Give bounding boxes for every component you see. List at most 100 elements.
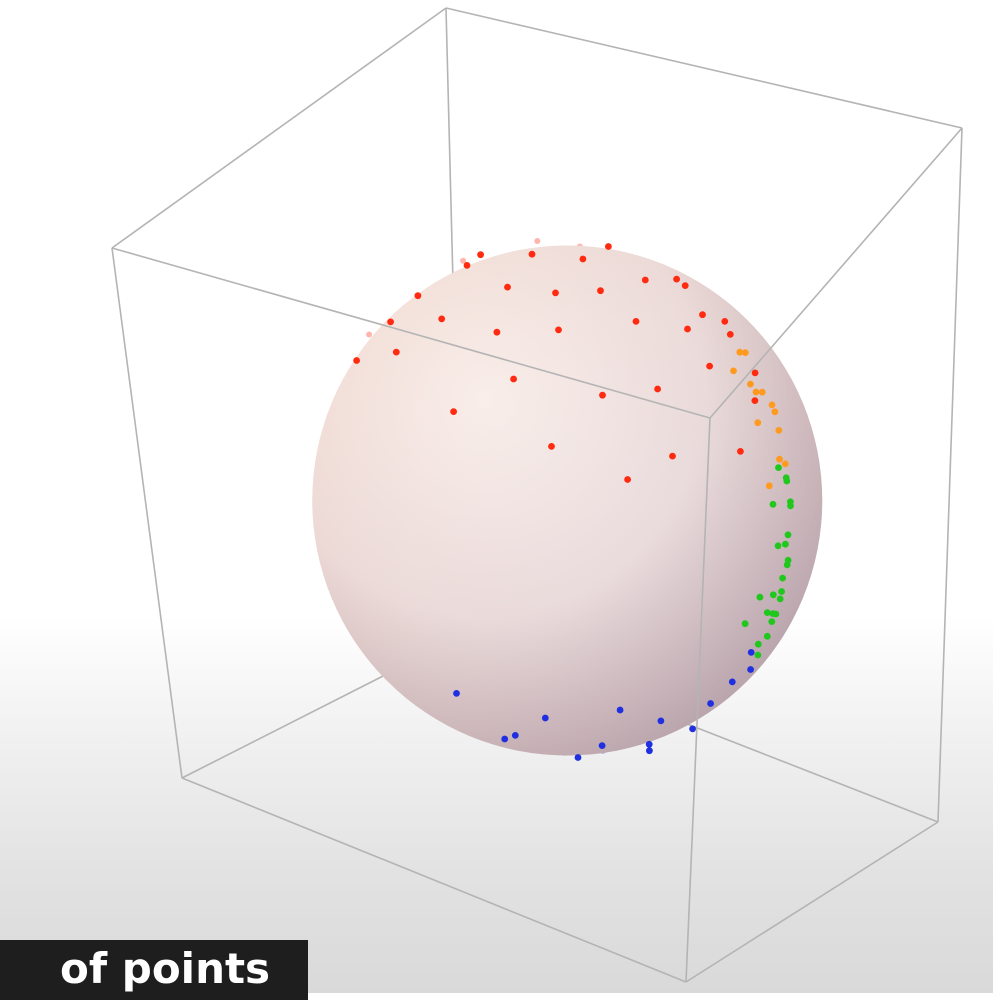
scatter-point [541, 714, 549, 722]
scatter-point [763, 609, 771, 616]
scatter-point [754, 651, 762, 659]
scatter-point [758, 388, 766, 396]
scatter-point [736, 348, 744, 356]
scatter-point [737, 448, 744, 455]
scatter-point [510, 375, 517, 383]
scatter-point [706, 362, 713, 370]
scatter-point [765, 482, 773, 490]
scatter-point [684, 325, 691, 333]
scatter-point [579, 255, 587, 263]
scatter-point [414, 292, 422, 300]
box-edge [111, 7, 447, 249]
scatter-point [730, 367, 737, 375]
box-edge [685, 821, 939, 983]
scatter-point [654, 385, 661, 393]
scatter-point [768, 618, 776, 625]
scatter-point [707, 700, 714, 707]
scatter-point [574, 754, 582, 761]
scatter-point [624, 476, 631, 483]
scatter-point [769, 591, 777, 599]
box-edge [937, 127, 963, 823]
scatter-point [747, 380, 754, 388]
box-edge [709, 127, 963, 419]
scatter-point [741, 349, 749, 356]
scatter-point [771, 408, 779, 416]
scatter-point [493, 328, 501, 336]
box-edge [445, 7, 963, 129]
scatter-point [754, 419, 762, 427]
scatter-point [597, 287, 604, 295]
scatter-point [782, 540, 789, 548]
box-edge [685, 417, 711, 983]
scatter-point [751, 369, 759, 377]
scatter-point [673, 275, 680, 283]
scatter-point [460, 257, 467, 264]
scatter-point [787, 498, 794, 506]
scatter-point [641, 276, 649, 284]
scatter-point [775, 427, 783, 434]
scatter-point [769, 500, 777, 508]
scatter-point [632, 318, 640, 325]
scatter-point [501, 735, 509, 743]
scatter-point [768, 401, 776, 409]
scatter-point [741, 620, 749, 628]
scatter-point [599, 391, 606, 399]
scatter-point [657, 717, 665, 725]
scatter-point [778, 588, 785, 595]
scatter-point [782, 474, 790, 482]
scatter-point [511, 732, 519, 739]
scatter-point [605, 243, 612, 250]
scatter-point [528, 250, 536, 258]
scatter-point [598, 742, 606, 749]
scatter-point [776, 455, 783, 463]
unit-sphere-tint [312, 245, 823, 756]
scatter-point [781, 460, 789, 468]
scatter-point [756, 593, 764, 601]
scatter-point [552, 289, 559, 297]
video-caption: of points [0, 940, 308, 1000]
scatter-point [728, 678, 736, 686]
scatter-point [699, 311, 706, 319]
box-edge [111, 247, 711, 419]
scatter-point [548, 443, 555, 450]
scatter-point [689, 725, 696, 733]
scatter-point [776, 595, 784, 603]
scatter-point [387, 318, 394, 326]
scatter-point [726, 331, 734, 338]
bounding-box-front-edges [111, 127, 963, 983]
scatter-point [504, 283, 511, 291]
scatter-point [779, 574, 786, 582]
scatter-point [754, 640, 762, 648]
scatter-point [763, 632, 771, 640]
scatter-point [477, 251, 484, 259]
scatter-point [366, 331, 373, 338]
scatter-point [646, 747, 653, 755]
scatter-point [752, 388, 760, 396]
scatter-point [534, 238, 541, 244]
scatter-point [769, 610, 777, 617]
scatter-point [775, 464, 782, 471]
scatter-point [453, 690, 460, 697]
scatter-point [353, 357, 360, 364]
points-front-of-sphere [353, 243, 794, 761]
scatter-point [751, 397, 759, 404]
scatter-point [616, 706, 624, 714]
scatter-point [784, 531, 792, 539]
scatter-point [783, 561, 791, 569]
box-edge [181, 777, 687, 983]
scatter-point [681, 282, 689, 289]
scatter-point [747, 649, 755, 656]
scatter-point [645, 740, 653, 748]
scatter-point [450, 408, 457, 415]
scatter-point [555, 326, 562, 334]
scatter-point [747, 666, 754, 673]
sphere-surface [312, 245, 823, 756]
box-edge [111, 247, 183, 779]
scatter-point [463, 262, 471, 269]
scatter-point [438, 315, 446, 323]
scatter-point [774, 542, 782, 550]
scatter-point [392, 348, 400, 356]
scatter-point [669, 452, 676, 460]
scatter-point [721, 318, 729, 325]
